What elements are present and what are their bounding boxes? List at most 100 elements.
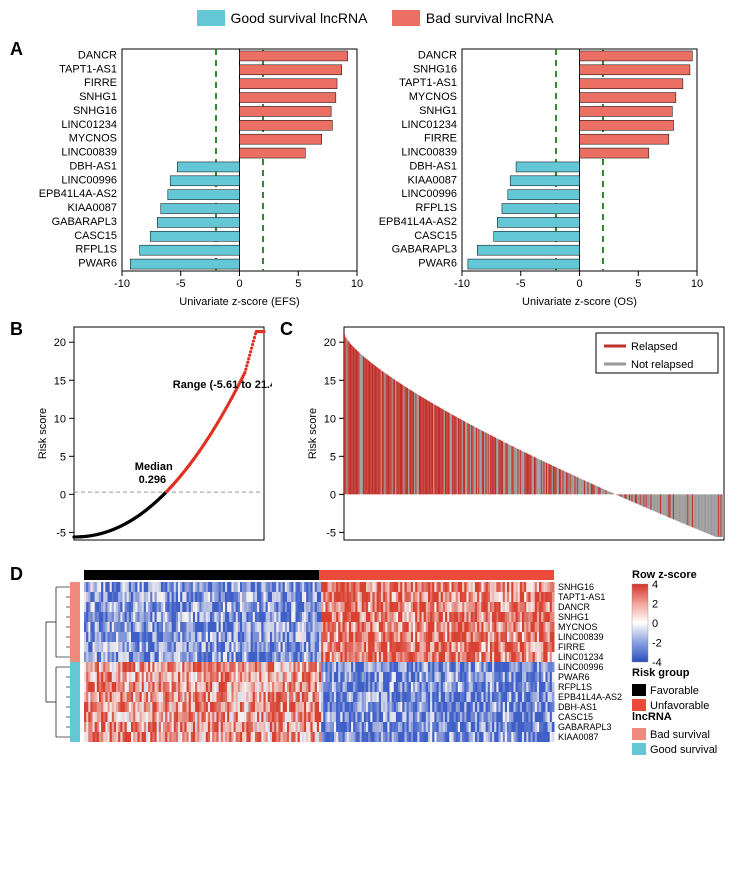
svg-text:2: 2 [652,599,658,611]
svg-text:-10: -10 [454,278,470,290]
svg-text:SNHG16: SNHG16 [73,105,117,117]
svg-text:SNHG1: SNHG1 [558,612,589,622]
svg-text:DBH-AS1: DBH-AS1 [558,702,597,712]
svg-text:4: 4 [652,579,658,591]
legend-bad: Bad survival lncRNA [392,10,554,26]
panel-b-chart: -5 0 5 10 15 20 Risk score Range (-5.61 to 21.4… [32,319,272,554]
svg-text:-10: -10 [114,278,130,290]
svg-text:10: 10 [324,413,336,425]
svg-text:DANCR: DANCR [558,602,591,612]
svg-text:FIRRE: FIRRE [558,642,585,652]
panel-c-chart: -505101520Risk scoreRelapsedNot relapsed [302,319,732,554]
svg-text:15: 15 [324,375,336,387]
panel-a-row: A -10-50510Univariate z-score (EFS)DANCR… [10,39,740,309]
svg-text:Relapsed: Relapsed [631,341,677,353]
svg-text:RFPL1S: RFPL1S [415,202,457,214]
svg-text:PWAR6: PWAR6 [418,258,457,270]
svg-text:20: 20 [54,337,66,349]
svg-text:RFPL1S: RFPL1S [558,682,592,692]
svg-text:Bad survival: Bad survival [650,729,710,741]
panel-d-row: D SNHG16TAPT1-AS1DANCRSNHG1MYCNOSLINC008… [10,564,740,779]
panel-a-right-chart: -10-50510Univariate z-score (OS)DANCRSNH… [372,39,712,309]
svg-text:DANCR: DANCR [78,49,117,61]
legend-good-swatch [197,10,225,26]
svg-text:MYCNOS: MYCNOS [409,91,457,103]
svg-text:LINC01234: LINC01234 [61,119,117,131]
legend-bad-label: Bad survival lncRNA [426,10,554,26]
panel-d-heatmap: SNHG16TAPT1-AS1DANCRSNHG1MYCNOSLINC00839… [32,564,732,779]
svg-text:Risk score: Risk score [37,408,49,459]
svg-text:TAPT1-AS1: TAPT1-AS1 [558,592,605,602]
svg-text:LINC00996: LINC00996 [401,188,457,200]
svg-text:Univariate z-score (OS): Univariate z-score (OS) [522,296,637,308]
svg-text:lncRNA: lncRNA [632,711,672,723]
svg-text:CASC15: CASC15 [414,230,457,242]
top-legend: Good survival lncRNA Bad survival lncRNA [10,10,740,31]
svg-text:Range (-5.61 to 21.44): Range (-5.61 to 21.44) [173,379,272,391]
svg-text:RFPL1S: RFPL1S [75,244,117,256]
svg-text:PWAR6: PWAR6 [78,258,117,270]
svg-text:10: 10 [691,278,703,290]
svg-text:SNHG1: SNHG1 [79,91,117,103]
svg-text:MYCNOS: MYCNOS [558,622,598,632]
svg-text:EPB41L4A-AS2: EPB41L4A-AS2 [379,216,457,228]
svg-text:0: 0 [330,489,336,501]
legend-good: Good survival lncRNA [197,10,368,26]
svg-text:-5: -5 [516,278,526,290]
svg-text:Row z-score: Row z-score [632,569,697,581]
svg-text:SNHG1: SNHG1 [419,105,457,117]
legend-bad-swatch [392,10,420,26]
svg-text:10: 10 [54,413,66,425]
svg-text:CASC15: CASC15 [74,230,117,242]
svg-text:CASC15: CASC15 [558,712,593,722]
svg-text:DBH-AS1: DBH-AS1 [69,160,117,172]
svg-text:Risk group: Risk group [632,667,690,679]
svg-text:DANCR: DANCR [418,49,457,61]
panel-b-label: B [10,319,32,340]
svg-text:FIRRE: FIRRE [84,77,117,89]
svg-text:EPB41L4A-AS2: EPB41L4A-AS2 [558,692,622,702]
svg-text:Favorable: Favorable [650,685,699,697]
svg-text:0: 0 [60,489,66,501]
svg-text:Not relapsed: Not relapsed [631,359,693,371]
svg-text:LINC01234: LINC01234 [558,652,604,662]
panel-bc-row: B -5 0 5 10 15 20 Risk score Range (-5.61 to 21… [10,319,740,554]
svg-text:LINC01234: LINC01234 [401,119,457,131]
svg-text:-5: -5 [326,527,336,539]
svg-text:LINC00996: LINC00996 [558,662,604,672]
svg-text:MYCNOS: MYCNOS [69,133,117,145]
svg-text:0: 0 [652,618,658,630]
svg-text:Univariate z-score (EFS): Univariate z-score (EFS) [179,296,299,308]
svg-text:15: 15 [54,375,66,387]
svg-text:KIAA0087: KIAA0087 [558,732,599,742]
svg-text:Median: Median [135,461,173,473]
svg-text:5: 5 [60,451,66,463]
panel-d-label: D [10,564,32,585]
panel-a-left-chart: -10-50510Univariate z-score (EFS)DANCRTA… [32,39,372,309]
svg-text:PWAR6: PWAR6 [558,672,590,682]
svg-text:TAPT1-AS1: TAPT1-AS1 [59,63,117,75]
svg-text:KIAA0087: KIAA0087 [407,174,457,186]
svg-text:GABARAPL3: GABARAPL3 [392,244,457,256]
svg-text:GABARAPL3: GABARAPL3 [52,216,117,228]
svg-text:FIRRE: FIRRE [424,133,457,145]
svg-text:0: 0 [236,278,242,290]
svg-text:TAPT1-AS1: TAPT1-AS1 [399,77,457,89]
panel-c-label: C [280,319,302,340]
svg-text:10: 10 [351,278,363,290]
svg-text:LINC00839: LINC00839 [401,147,457,159]
svg-text:SNHG16: SNHG16 [413,63,457,75]
svg-text:GABARAPL3: GABARAPL3 [558,722,612,732]
svg-text:EPB41L4A-AS2: EPB41L4A-AS2 [39,188,117,200]
svg-text:5: 5 [635,278,641,290]
svg-text:Risk score: Risk score [307,408,319,459]
svg-text:LINC00996: LINC00996 [61,174,117,186]
svg-text:20: 20 [324,337,336,349]
svg-text:-5: -5 [56,527,66,539]
svg-text:5: 5 [295,278,301,290]
svg-text:-2: -2 [652,638,662,650]
legend-good-label: Good survival lncRNA [231,10,368,26]
svg-text:LINC00839: LINC00839 [61,147,117,159]
svg-text:LINC00839: LINC00839 [558,632,604,642]
svg-text:KIAA0087: KIAA0087 [67,202,117,214]
